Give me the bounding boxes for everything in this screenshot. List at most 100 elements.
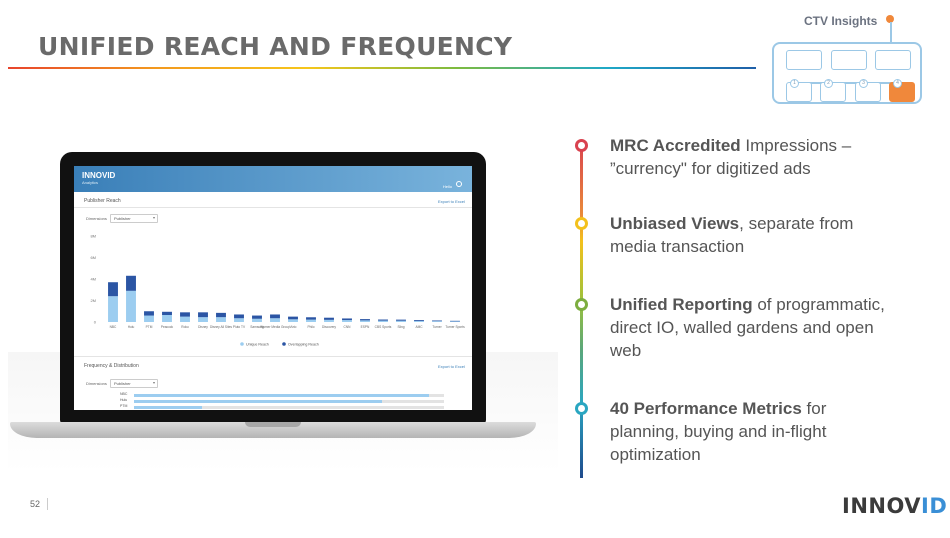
- x-category-label: Samsung: [250, 325, 264, 329]
- reach-dimension-label: Dimensions: [86, 216, 107, 221]
- bar-unique-reach[interactable]: [396, 320, 406, 322]
- bar-overlapping-reach[interactable]: [108, 282, 118, 297]
- bar-overlapping-reach[interactable]: [126, 275, 136, 291]
- feature-point-title: Unbiased Views: [610, 214, 740, 233]
- feature-point-title: Unified Reporting: [610, 295, 753, 314]
- bar-unique-reach[interactable]: [144, 315, 154, 322]
- bar-overlapping-reach[interactable]: [306, 317, 316, 320]
- bar-unique-reach[interactable]: [360, 320, 370, 322]
- freq-dimension-select[interactable]: Publisher: [110, 379, 158, 388]
- legend-label: Overlapping Reach: [288, 342, 319, 346]
- freq-row-label: PTM: [120, 404, 128, 408]
- feature-point-title: 40 Performance Metrics: [610, 399, 802, 418]
- bar-overlapping-reach[interactable]: [396, 319, 406, 321]
- x-category-label: PTM: [146, 325, 153, 329]
- ctv-insights-label: CTV Insights: [804, 14, 878, 28]
- bar-unique-reach[interactable]: [270, 318, 280, 322]
- bar-unique-reach[interactable]: [450, 321, 460, 322]
- legend-label: Unique Reach: [246, 342, 269, 346]
- bar-unique-reach[interactable]: [126, 290, 136, 322]
- reach-dimension-select[interactable]: Publisher: [110, 214, 158, 223]
- panel-divider: [74, 207, 472, 208]
- x-category-label: Disney: [198, 325, 208, 329]
- bar-unique-reach[interactable]: [324, 319, 334, 322]
- bar-unique-reach[interactable]: [306, 319, 316, 322]
- x-category-label: Philo: [307, 325, 314, 329]
- feature-point-text: , separate from media transaction: [610, 214, 854, 256]
- bar-overlapping-reach[interactable]: [234, 314, 244, 319]
- legend-swatch: [240, 342, 244, 346]
- freq-panel-title: Frequency & Distribution: [84, 363, 139, 369]
- timeline-marker: [575, 298, 588, 311]
- bar-unique-reach[interactable]: [288, 319, 298, 322]
- title-divider: [8, 67, 756, 69]
- bar-overlapping-reach[interactable]: [180, 312, 190, 317]
- bar-overlapping-reach[interactable]: [432, 320, 442, 322]
- ctv-box: [831, 50, 867, 70]
- feature-point: Unbiased Views, separate from media tran…: [610, 212, 900, 258]
- app-header: INNOVID Analytics Hello: [74, 166, 472, 192]
- feature-point-title: MRC Accredited: [610, 136, 741, 155]
- freq-export-link[interactable]: Export to Excel: [438, 364, 465, 369]
- page-divider: [47, 498, 48, 510]
- x-category-label: Turner Sports: [445, 325, 465, 329]
- bar-overlapping-reach[interactable]: [144, 311, 154, 316]
- app-user-greeting[interactable]: Hello: [442, 184, 452, 189]
- bar-unique-reach[interactable]: [162, 315, 172, 322]
- bar-overlapping-reach[interactable]: [270, 314, 280, 319]
- bar-overlapping-reach[interactable]: [324, 317, 334, 320]
- freq-row-bar: [134, 406, 203, 409]
- y-tick-label: 0: [94, 320, 97, 325]
- x-category-label: Pluto TV: [233, 325, 246, 329]
- slide-title: UNIFIED REACH AND FREQUENCY: [38, 32, 513, 61]
- bar-unique-reach[interactable]: [108, 296, 118, 322]
- bar-unique-reach[interactable]: [234, 318, 244, 322]
- x-category-label: Roku: [181, 325, 189, 329]
- bar-overlapping-reach[interactable]: [288, 316, 298, 320]
- bar-overlapping-reach[interactable]: [162, 311, 172, 316]
- bar-unique-reach[interactable]: [198, 317, 208, 322]
- x-category-label: CNN: [344, 325, 352, 329]
- bar-unique-reach[interactable]: [216, 317, 226, 322]
- feature-point-text: of programmatic, direct IO, walled garde…: [610, 295, 885, 360]
- x-category-label: AMC: [415, 325, 423, 329]
- laptop-screen: INNOVID Analytics Hello Publisher Reach …: [74, 166, 472, 410]
- logo-accent: ID: [921, 494, 948, 518]
- x-category-label: Peacock: [161, 325, 174, 329]
- bar-overlapping-reach[interactable]: [198, 312, 208, 318]
- feature-point: 40 Performance Metrics for planning, buy…: [610, 397, 900, 466]
- freq-row-bar: [134, 400, 382, 403]
- bar-overlapping-reach[interactable]: [414, 320, 424, 321]
- bar-unique-reach[interactable]: [252, 318, 262, 322]
- ctv-box: [786, 50, 822, 70]
- user-icon[interactable]: [456, 181, 462, 187]
- ctv-step-number: 2: [824, 79, 833, 88]
- feature-point: MRC Accredited Impressions – ”currency" …: [610, 134, 900, 180]
- y-tick-label: 2M: [90, 298, 96, 303]
- ctv-insights-dot: [886, 15, 894, 23]
- bar-unique-reach[interactable]: [432, 321, 442, 322]
- bar-overlapping-reach[interactable]: [360, 319, 370, 321]
- bar-overlapping-reach[interactable]: [342, 318, 352, 321]
- bar-unique-reach[interactable]: [414, 320, 424, 322]
- ctv-insights-diagram: [772, 42, 922, 104]
- bar-unique-reach[interactable]: [342, 320, 352, 322]
- freq-dimension-label: Dimensions: [86, 381, 107, 386]
- reach-export-link[interactable]: Export to Excel: [438, 199, 465, 204]
- x-category-label: ESPN: [361, 325, 370, 329]
- legend-swatch: [282, 342, 286, 346]
- y-tick-label: 4M: [90, 277, 96, 282]
- x-category-label: Turner: [432, 325, 442, 329]
- freq-row-label: Hulu: [120, 398, 128, 402]
- y-tick-label: 8M: [90, 234, 96, 239]
- bar-unique-reach[interactable]: [378, 320, 388, 322]
- ctv-step-number: 4: [893, 79, 902, 88]
- bar-overlapping-reach[interactable]: [216, 312, 226, 318]
- freq-row-track: [134, 406, 444, 409]
- bar-overlapping-reach[interactable]: [378, 319, 388, 321]
- bar-unique-reach[interactable]: [180, 316, 190, 322]
- bar-overlapping-reach[interactable]: [252, 315, 262, 319]
- bar-overlapping-reach[interactable]: [450, 320, 460, 322]
- x-category-label: Warner Media Group: [260, 325, 290, 329]
